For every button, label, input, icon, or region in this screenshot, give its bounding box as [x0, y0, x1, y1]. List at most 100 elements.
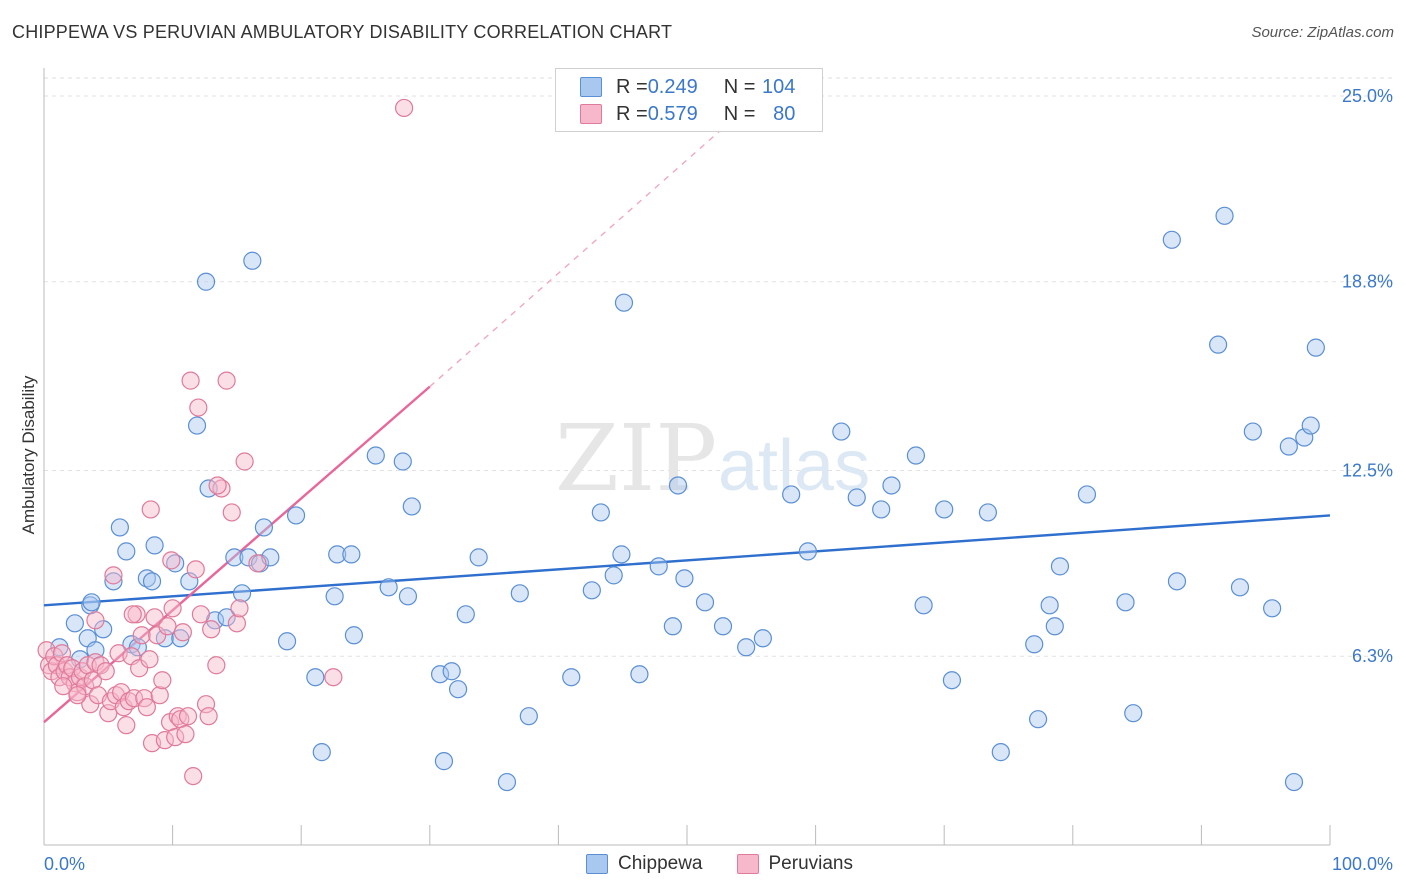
point-chippewa	[1306, 338, 1325, 357]
y-tick-label: 6.3%	[1352, 646, 1393, 666]
x-tick-max: 100.0%	[1332, 854, 1393, 874]
point-peruvians	[150, 686, 169, 705]
point-chippewa	[137, 569, 156, 588]
point-chippewa	[398, 587, 418, 606]
point-chippewa	[713, 617, 733, 636]
point-chippewa	[1263, 599, 1282, 618]
point-chippewa	[591, 503, 610, 522]
point-chippewa	[344, 626, 364, 645]
point-peruvians	[158, 617, 177, 636]
point-chippewa	[239, 548, 258, 567]
point-peruvians	[91, 656, 110, 675]
point-chippewa	[286, 506, 306, 525]
point-chippewa	[649, 557, 668, 576]
point-peruvians	[124, 689, 144, 708]
series-swatch-peruvians	[736, 854, 759, 874]
point-chippewa	[1284, 772, 1304, 792]
point-chippewa	[1301, 416, 1320, 435]
point-peruvians	[324, 668, 343, 687]
series-swatch-chippewa	[586, 854, 608, 874]
point-chippewa	[630, 665, 649, 684]
point-chippewa	[1124, 704, 1143, 723]
point-chippewa	[1045, 617, 1064, 636]
legend-swatch-peruvians	[580, 104, 602, 124]
point-chippewa	[117, 542, 136, 561]
point-chippewa	[1025, 635, 1044, 654]
legend-row-chippewa: R = 0.249 N = 104	[580, 74, 795, 100]
point-peruvians	[130, 659, 149, 678]
point-chippewa	[379, 578, 398, 597]
point-peruvians	[155, 731, 174, 750]
y-tick-labels: 6.3% 12.5% 18.8% 25.0%	[1342, 86, 1393, 666]
chart-title: CHIPPEWA VS PERUVIAN AMBULATORY DISABILI…	[12, 22, 673, 42]
point-chippewa	[448, 680, 468, 699]
x-tick-min: 0.0%	[44, 854, 85, 874]
point-chippewa	[217, 608, 236, 627]
point-peruvians	[191, 605, 210, 624]
point-chippewa	[430, 665, 450, 684]
legend-n-value: 80	[773, 102, 796, 125]
point-peruvians	[148, 626, 167, 645]
point-chippewa	[978, 503, 998, 522]
point-peruvians	[166, 728, 185, 747]
point-peruvians	[230, 599, 249, 618]
point-peruvians	[208, 476, 227, 495]
point-chippewa	[782, 485, 801, 504]
y-tick-label: 25.0%	[1342, 86, 1393, 106]
point-chippewa	[668, 476, 688, 495]
point-peruvians	[104, 566, 123, 585]
point-chippewa	[402, 497, 421, 516]
point-chippewa	[847, 488, 866, 507]
point-chippewa	[142, 572, 162, 591]
point-peruvians	[162, 551, 181, 570]
series-label-chippewa: Chippewa	[618, 853, 703, 874]
point-chippewa	[1230, 578, 1250, 597]
point-peruvians	[68, 686, 87, 705]
point-chippewa	[695, 593, 715, 612]
series-legend-peruvians[interactable]: Peruvians	[736, 853, 853, 875]
point-chippewa	[342, 545, 361, 564]
point-chippewa	[1162, 230, 1181, 249]
point-chippewa	[872, 500, 891, 519]
point-chippewa	[832, 422, 851, 441]
point-peruvians	[140, 650, 159, 669]
point-chippewa	[614, 293, 634, 312]
point-chippewa	[328, 545, 347, 564]
legend-r-value: 0.579	[647, 102, 698, 125]
point-peruvians	[199, 707, 218, 726]
legend-r-label: R =	[616, 102, 648, 125]
point-chippewa	[225, 548, 244, 567]
point-peruvians	[178, 707, 198, 726]
point-chippewa	[312, 743, 331, 762]
point-chippewa	[306, 668, 325, 687]
point-chippewa	[510, 584, 529, 603]
point-chippewa	[663, 617, 682, 636]
point-peruvians	[173, 623, 192, 642]
point-peruvians	[86, 611, 105, 630]
point-peruvians	[176, 725, 195, 744]
point-chippewa	[914, 596, 933, 615]
point-peruvians	[227, 614, 246, 633]
y-tick-label: 12.5%	[1342, 460, 1393, 480]
data-points	[37, 98, 1325, 792]
grid-lines	[44, 77, 1393, 657]
point-chippewa	[65, 614, 84, 633]
point-peruvians	[184, 766, 203, 786]
point-peruvians	[222, 503, 241, 522]
trend-line-peruvians	[43, 385, 431, 724]
point-peruvians	[181, 371, 200, 390]
series-legend-chippewa[interactable]: Chippewa	[586, 853, 703, 875]
point-chippewa	[942, 671, 962, 690]
point-peruvians	[58, 656, 77, 675]
point-peruvians	[189, 398, 208, 417]
point-chippewa	[1077, 485, 1097, 504]
point-chippewa	[104, 572, 123, 591]
point-chippewa	[469, 548, 488, 567]
point-peruvians	[186, 560, 205, 579]
point-peruvians	[207, 656, 226, 675]
legend-row-peruvians: R = 0.579 N = 80	[580, 101, 795, 127]
legend-n-label: N =	[723, 75, 756, 98]
point-peruvians	[54, 677, 73, 696]
point-chippewa	[991, 743, 1010, 762]
point-peruvians	[99, 704, 118, 723]
